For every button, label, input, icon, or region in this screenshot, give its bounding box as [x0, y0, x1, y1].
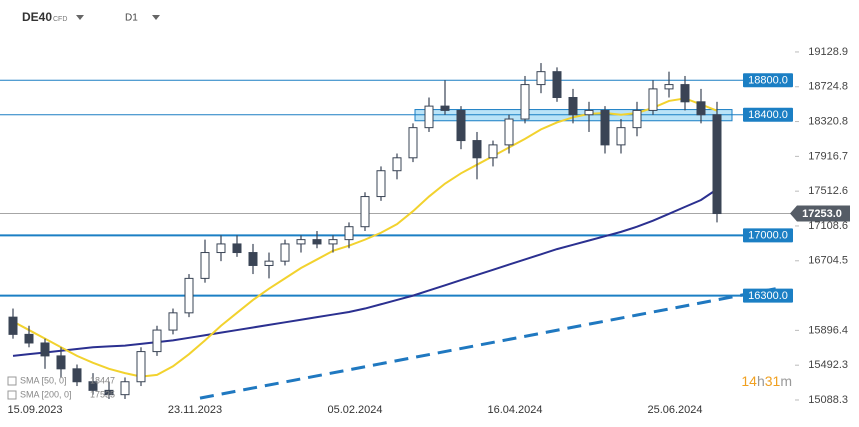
candle-body	[56, 355, 66, 370]
candle-body	[568, 97, 578, 116]
candle-body	[456, 109, 466, 142]
x-tick-label: 16.04.2024	[487, 404, 542, 416]
timeframe[interactable]: D1	[125, 13, 138, 24]
candle-body	[584, 109, 594, 116]
candle-body	[552, 71, 562, 99]
candle-body	[216, 243, 226, 254]
legend-icon	[7, 390, 17, 400]
candle-body	[680, 84, 690, 103]
candle-body	[424, 105, 434, 129]
candle-body	[392, 157, 402, 172]
candle-body	[664, 84, 674, 90]
legend-value: 18447	[90, 375, 115, 385]
candle-body	[232, 243, 242, 254]
y-tick-label: 19128.9	[808, 46, 848, 58]
level-badge	[743, 228, 793, 243]
legend-value: 17535	[90, 389, 115, 399]
y-tick-label: 15088.3	[808, 394, 848, 406]
y-tick-label: 16704.5	[808, 255, 848, 267]
candle-body	[600, 109, 610, 146]
level-badge	[743, 73, 793, 88]
candle-body	[632, 109, 642, 129]
last-price-badge	[790, 205, 850, 222]
legend-icon	[7, 376, 17, 386]
legend-name: SMA [200, 0]	[20, 389, 72, 399]
candle-body	[184, 277, 194, 314]
candle-body	[328, 239, 338, 245]
candle-body	[280, 243, 290, 262]
y-tick-label: 18320.8	[808, 115, 848, 127]
candle-body	[520, 84, 530, 120]
candle-body	[616, 127, 626, 146]
y-tick-label: 17916.7	[808, 150, 848, 162]
level-label: 16300.0	[748, 290, 788, 302]
level-label: 17000.0	[748, 230, 788, 242]
candle-body	[72, 368, 82, 383]
x-tick-label: 25.06.2024	[647, 404, 702, 416]
candle-body	[536, 71, 546, 86]
candle-body	[312, 239, 322, 245]
candle-body	[136, 351, 146, 383]
candle-body	[200, 252, 210, 279]
moving-average	[12, 97, 718, 378]
candle-body	[360, 196, 370, 228]
countdown-part: h	[757, 373, 765, 389]
candle-body	[248, 252, 258, 266]
instrument: CFD	[53, 16, 67, 23]
candle-body	[408, 127, 418, 159]
candle-body	[120, 381, 130, 396]
candle-body	[488, 144, 498, 159]
last-price-label: 17253.0	[802, 208, 842, 220]
x-tick-label: 15.09.2023	[7, 404, 62, 416]
candle-body	[440, 105, 450, 111]
candle-body	[264, 260, 274, 266]
y-tick-label: 15492.3	[808, 359, 848, 371]
candle-body	[696, 101, 706, 116]
y-tick-label: 17108.6	[808, 220, 848, 232]
candle-body	[8, 316, 18, 335]
countdown-part: 14	[741, 373, 757, 389]
countdown-part: 31	[765, 373, 781, 389]
moving-average	[12, 188, 718, 357]
candle-body	[648, 88, 658, 111]
dropdown-arrow[interactable]	[76, 15, 84, 20]
countdown-part: m	[780, 373, 792, 389]
candle-body	[296, 239, 306, 245]
candle-body	[376, 170, 386, 198]
candle-body	[88, 381, 98, 391]
symbol[interactable]: DE40	[22, 10, 52, 24]
candle-body	[152, 329, 162, 353]
y-tick-label: 18724.8	[808, 81, 848, 93]
dropdown-arrow[interactable]	[152, 15, 160, 20]
y-tick-label: 17512.6	[808, 185, 848, 197]
level-label: 18400.0	[748, 109, 788, 121]
x-tick-label: 05.02.2024	[327, 404, 382, 416]
countdown: 14h31m	[741, 373, 792, 389]
candle-body	[40, 342, 50, 357]
y-tick-label: 15896.4	[808, 324, 848, 336]
candle-body	[712, 114, 722, 215]
level-label: 18800.0	[748, 75, 788, 87]
level-badge	[743, 288, 793, 303]
candle-body	[472, 140, 482, 159]
legend-name: SMA [50, 0]	[20, 375, 67, 385]
candle-body	[504, 118, 514, 146]
candle-body	[24, 333, 34, 344]
level-badge	[743, 107, 793, 122]
candle-body	[104, 389, 114, 396]
trendline	[199, 286, 781, 400]
candle-body	[344, 226, 354, 241]
x-tick-label: 23.11.2023	[168, 404, 222, 416]
candle-body	[168, 312, 178, 331]
